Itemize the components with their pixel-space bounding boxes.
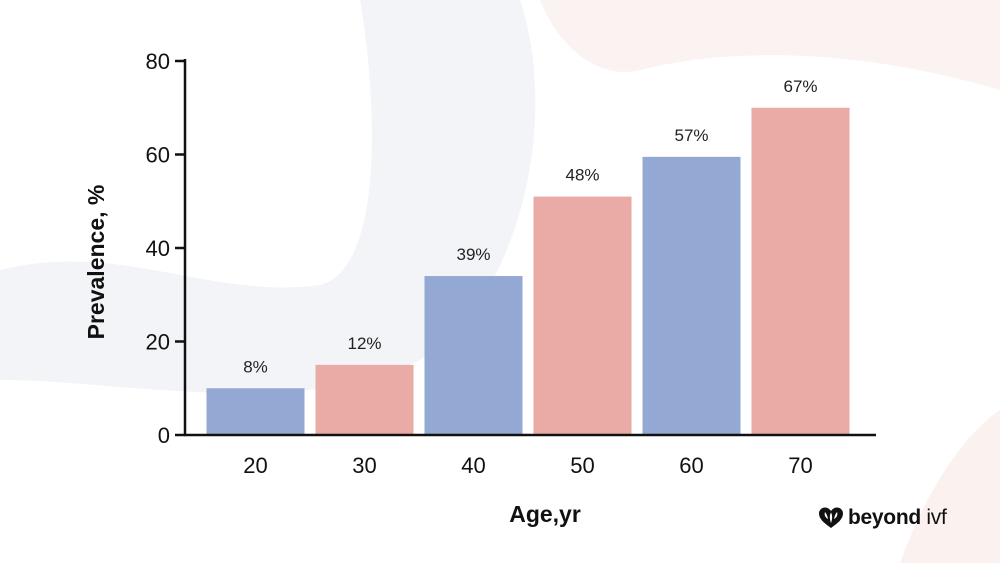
x-axis-title: Age,yr	[509, 501, 581, 527]
data-label-50: 48%	[565, 166, 599, 185]
bars-layer	[206, 107, 850, 435]
x-tick-label-60: 60	[679, 453, 703, 478]
bar-70	[751, 107, 850, 435]
x-ticks-layer: 20 30 40 50 60 70	[243, 453, 812, 478]
bar-20	[206, 388, 305, 435]
x-tick-label-30: 30	[352, 453, 376, 478]
brand-name: beyond ivf	[848, 506, 947, 530]
bar-60	[642, 156, 741, 435]
data-label-70: 67%	[783, 77, 817, 96]
brand-name-bold: beyond	[848, 506, 921, 529]
y-ticks-layer: 0 20 40 60 80	[146, 49, 185, 448]
background-swirl-warm-bottom	[900, 410, 1000, 563]
data-label-40: 39%	[456, 245, 490, 264]
data-labels-layer: 8% 12% 39% 48% 57% 67%	[243, 77, 817, 377]
bar-30	[315, 364, 414, 435]
x-tick-label-70: 70	[788, 453, 812, 478]
y-tick-label-0: 0	[158, 423, 170, 448]
y-axis-title: Prevalence, %	[83, 185, 109, 340]
brand-logo: beyond ivf	[818, 504, 947, 532]
brand-name-light: ivf	[926, 506, 947, 529]
x-tick-label-40: 40	[461, 453, 485, 478]
background-swirl-warm	[540, 0, 1000, 90]
x-tick-label-50: 50	[570, 453, 594, 478]
heart-leaf-icon	[819, 507, 843, 528]
bar-50	[533, 196, 632, 435]
data-label-30: 12%	[347, 334, 381, 353]
bar-40	[424, 276, 523, 435]
y-tick-label-80: 80	[146, 49, 170, 74]
background-swirl-cool	[0, 0, 536, 394]
y-tick-label-60: 60	[146, 143, 170, 168]
data-label-20: 8%	[243, 357, 268, 376]
data-label-60: 57%	[674, 126, 708, 145]
y-tick-label-20: 20	[146, 330, 170, 355]
y-tick-label-40: 40	[146, 236, 170, 261]
x-tick-label-20: 20	[243, 453, 267, 478]
